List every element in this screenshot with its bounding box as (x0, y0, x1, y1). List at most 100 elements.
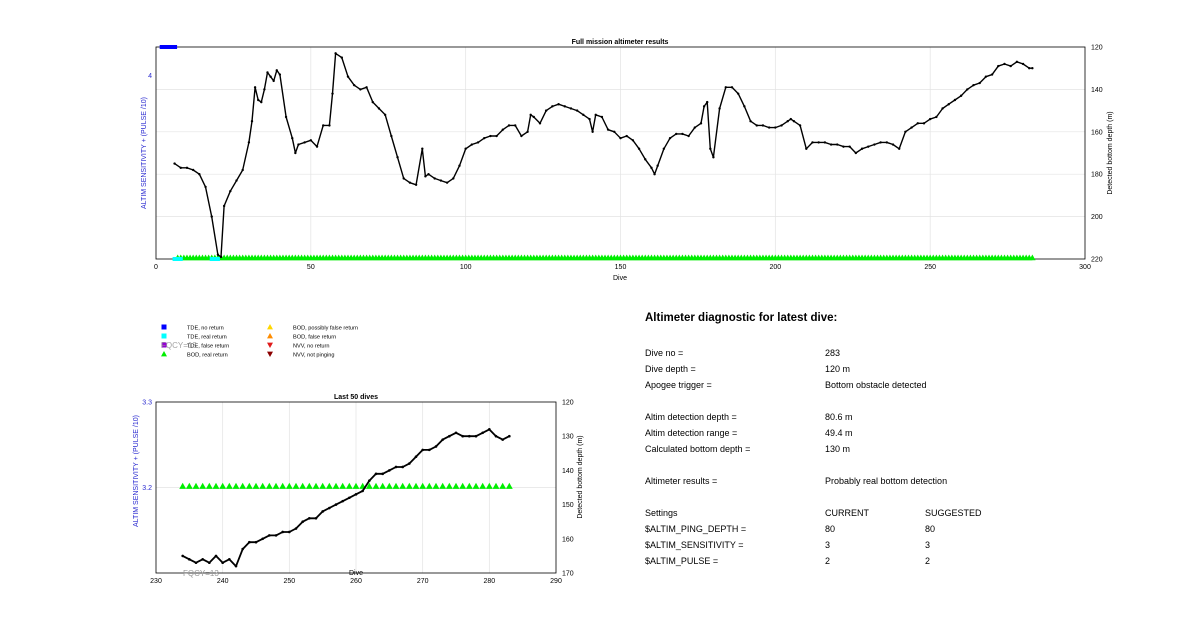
depth-point (414, 183, 418, 186)
depth-point (823, 141, 827, 144)
depth-point (334, 52, 337, 55)
y-right-tick-label: 150 (562, 502, 574, 509)
depth-point (470, 143, 474, 146)
depth-point (263, 88, 266, 91)
y-right-tick-label: 130 (562, 434, 574, 441)
legend-label: BOD, real return (187, 353, 228, 359)
y-right-tick-label: 180 (1091, 172, 1103, 179)
depth-point (842, 145, 845, 148)
depth-point (390, 134, 393, 138)
depth-point (569, 107, 573, 110)
depth-point (402, 177, 405, 180)
depth-point (959, 94, 963, 97)
depth-point (434, 445, 438, 448)
legend-item: NVV, no return (267, 342, 330, 350)
bod-real-marker (492, 482, 500, 489)
depth-point (829, 143, 833, 146)
depth-point (452, 177, 455, 180)
bod-real-marker (312, 482, 320, 489)
depth-point (637, 147, 641, 150)
x-tick-label: 260 (350, 578, 362, 585)
depth-point (421, 448, 424, 452)
legend-label: NVV, no return (293, 344, 330, 350)
triangle-down-icon (267, 342, 273, 348)
depth-point (656, 164, 659, 167)
depth-point (334, 503, 338, 506)
y-right-tick-label: 120 (1091, 45, 1103, 52)
depth-point (653, 173, 656, 176)
depth-point (408, 181, 412, 184)
depth-point (275, 69, 278, 72)
bod-real-marker (245, 482, 253, 489)
depth-point (495, 134, 498, 138)
depth-point (489, 134, 492, 138)
depth-point (501, 128, 505, 131)
depth-point (755, 124, 758, 127)
ticks: 0 50 100 150 200 250 300 120 140 160 180 200 220 4 (148, 45, 1103, 272)
y-left-axis-label: ALTIM SENSITIVITY + (PULSE /10) (141, 97, 148, 209)
bod-real-marker (425, 482, 433, 489)
depth-point (591, 130, 594, 133)
depth-point (241, 547, 244, 551)
depth-point (281, 530, 284, 534)
depth-point (448, 434, 451, 438)
bod-real-marker (399, 482, 407, 489)
depth-point (891, 143, 895, 146)
depth-point (990, 73, 994, 76)
depth-point (377, 107, 381, 110)
x-axis-label: Dive (613, 275, 627, 282)
depth-point (904, 130, 907, 133)
current-header: CURRENT (825, 508, 869, 518)
depth-point (606, 128, 610, 131)
depth-point (348, 496, 351, 500)
depth-point (179, 166, 182, 170)
depth-point (228, 558, 231, 561)
depth-point (619, 136, 622, 140)
tde-no-return-marker (165, 45, 171, 49)
triangle-up-icon (161, 351, 167, 357)
results-value: Probably real bottom detection (825, 476, 948, 486)
setting-suggested: 2 (925, 556, 931, 566)
bod-real-marker (479, 482, 487, 489)
y-right-tick-label: 220 (1091, 257, 1103, 264)
setting-suggested: 80 (925, 524, 936, 534)
y-left-tick-label: 3.3 (142, 400, 152, 407)
depth-point (439, 179, 443, 182)
depth-point (1003, 62, 1006, 66)
depth-point (284, 115, 288, 119)
legend-item: BOD, false return (267, 333, 336, 341)
depth-point (1009, 64, 1012, 68)
depth-point (414, 455, 418, 459)
depth-point (532, 115, 535, 119)
legend-item: TDE, false return (161, 342, 229, 350)
calculated-depth-label: Calculated bottom depth = (645, 444, 751, 454)
square-icon (161, 342, 167, 348)
y-right-tick-label: 160 (1091, 129, 1103, 136)
bod-real-marker (265, 482, 273, 489)
depth-point (194, 561, 198, 565)
legend-label: TDE, no return (187, 326, 224, 332)
depth-point (266, 71, 269, 74)
detection-depth-label: Altim detection depth = (645, 412, 737, 422)
depth-point (308, 516, 311, 520)
y-right-tick-label: 140 (562, 468, 574, 475)
depth-point (261, 537, 264, 541)
depth-point (241, 168, 244, 172)
grid (156, 47, 1085, 259)
depth-point (582, 113, 585, 117)
depth-point (817, 141, 820, 144)
depth-point (269, 75, 272, 78)
depth-point (873, 143, 876, 146)
depth-point (322, 124, 325, 127)
depth-point (1031, 67, 1034, 70)
tde-real-marker (178, 257, 183, 261)
depth-point (288, 530, 291, 534)
triangle-up-icon (267, 333, 273, 339)
results-label: Altimeter results = (645, 476, 718, 486)
depth-point (221, 561, 224, 565)
bod-real-marker (272, 482, 280, 489)
depth-point (514, 124, 517, 127)
bod-real-marker (505, 482, 513, 489)
tde-no-return-marker (162, 45, 168, 49)
depth-point (494, 434, 498, 438)
